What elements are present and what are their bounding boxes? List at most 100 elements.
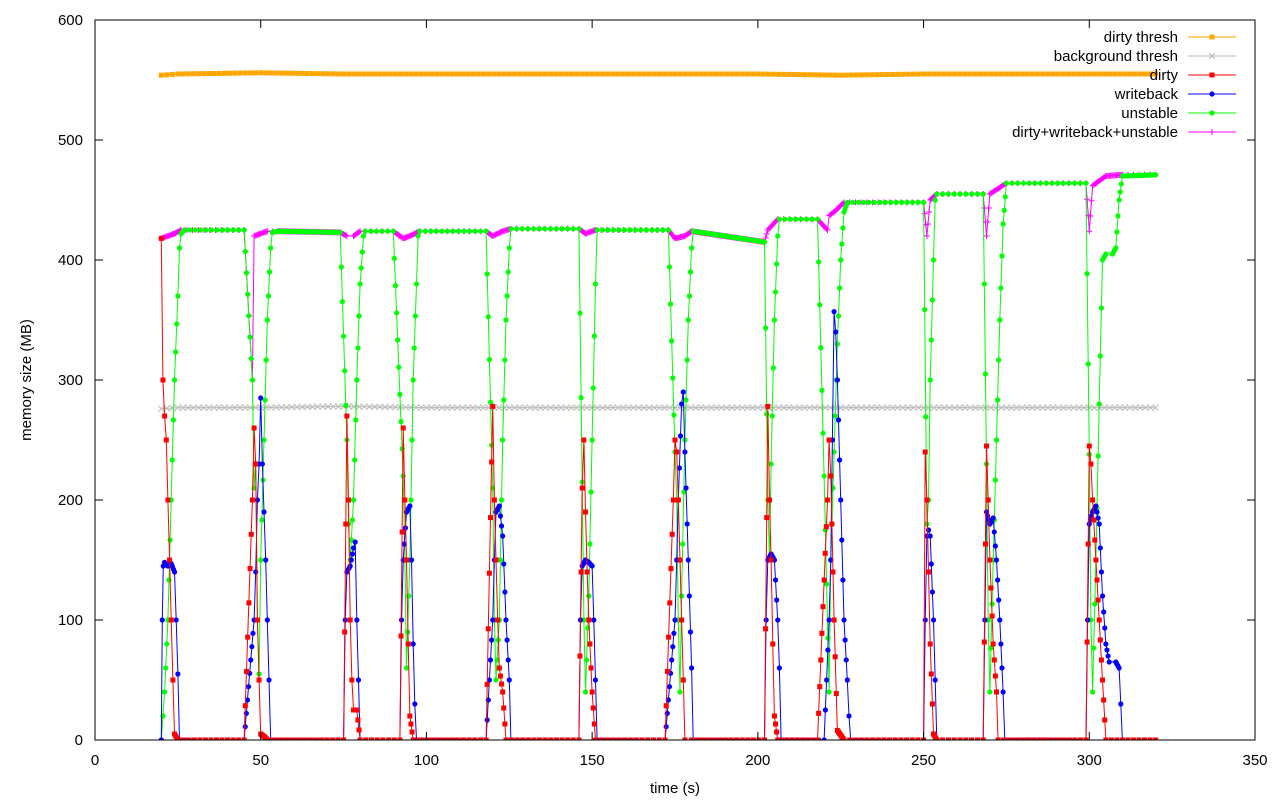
data-point [358, 265, 364, 271]
data-point [772, 577, 779, 583]
data-point [583, 509, 589, 515]
data-point [349, 677, 355, 683]
data-point [547, 226, 554, 232]
data-point [994, 397, 1001, 403]
data-point [163, 665, 169, 671]
data-point [403, 665, 410, 671]
data-point [519, 226, 525, 232]
data-point [688, 245, 695, 251]
data-point [957, 71, 963, 77]
data-point [495, 404, 503, 411]
data-point [977, 404, 984, 411]
data-point [1113, 245, 1119, 251]
data-point [589, 71, 595, 77]
data-point [663, 703, 669, 709]
data-point [537, 737, 543, 740]
data-point [650, 737, 656, 740]
data-point [719, 71, 725, 77]
data-point [1077, 737, 1083, 740]
data-point [215, 404, 223, 411]
data-point [525, 226, 531, 232]
data-point [638, 227, 644, 233]
data-point [927, 533, 933, 539]
data-point [850, 199, 856, 205]
data-point [951, 737, 957, 740]
data-point [254, 617, 260, 623]
data-point [703, 71, 709, 77]
data-point [1050, 71, 1056, 77]
data-point [929, 589, 936, 595]
data-point [584, 657, 590, 663]
data-point [412, 404, 420, 411]
data-point [824, 677, 830, 683]
data-point [214, 737, 220, 740]
data-point [672, 437, 678, 443]
data-point [1072, 180, 1078, 186]
data-point [694, 737, 700, 740]
data-point [474, 404, 482, 411]
data-point [313, 737, 319, 740]
data-point [898, 737, 904, 740]
data-point [196, 71, 202, 77]
data-point [505, 269, 511, 275]
data-point [413, 281, 420, 287]
data-point [1117, 71, 1123, 77]
data-point [801, 404, 808, 411]
legend-label: unstable [1121, 105, 1178, 122]
data-point [187, 227, 193, 233]
data-point [423, 71, 429, 77]
data-point [184, 404, 192, 411]
data-point [190, 71, 196, 77]
data-point [671, 404, 679, 411]
data-point [466, 228, 473, 234]
data-point [417, 228, 423, 234]
data-point [494, 657, 500, 663]
data-point [1077, 180, 1083, 186]
data-point [320, 71, 326, 77]
data-point [582, 689, 589, 695]
data-point [945, 191, 952, 197]
data-point [863, 404, 870, 411]
data-point [685, 317, 691, 323]
data-point [1208, 52, 1216, 60]
data-point [1085, 541, 1091, 547]
data-point [262, 397, 268, 403]
data-point [668, 566, 674, 572]
data-point [262, 404, 270, 411]
data-point [817, 302, 823, 308]
data-point [486, 677, 492, 683]
data-point [841, 737, 847, 740]
data-point [930, 257, 937, 263]
data-point [992, 477, 998, 483]
data-point [537, 71, 543, 77]
data-point [592, 737, 598, 740]
data-point [1070, 404, 1078, 411]
data-point [1044, 404, 1052, 411]
data-point [351, 707, 357, 713]
data-point [733, 737, 739, 740]
data-point [247, 566, 253, 572]
y-tick-label: 100 [58, 612, 83, 629]
data-point [246, 313, 252, 319]
data-point [587, 541, 593, 547]
data-point [501, 397, 507, 403]
data-point [1085, 361, 1091, 367]
data-point [671, 412, 677, 418]
data-point [764, 411, 770, 417]
data-point [249, 644, 255, 650]
data-point [338, 264, 344, 270]
data-point [395, 337, 401, 343]
x-tick-label: 200 [745, 752, 770, 769]
data-point [1092, 537, 1098, 543]
data-point [1090, 497, 1096, 503]
data-point [951, 191, 957, 197]
data-point [877, 199, 883, 205]
data-point [909, 737, 915, 740]
data-point [248, 657, 254, 663]
data-point [501, 705, 507, 711]
data-point [428, 404, 435, 411]
data-point [987, 557, 993, 563]
data-point [1095, 515, 1101, 521]
data-point [990, 641, 996, 647]
data-point [371, 403, 378, 411]
